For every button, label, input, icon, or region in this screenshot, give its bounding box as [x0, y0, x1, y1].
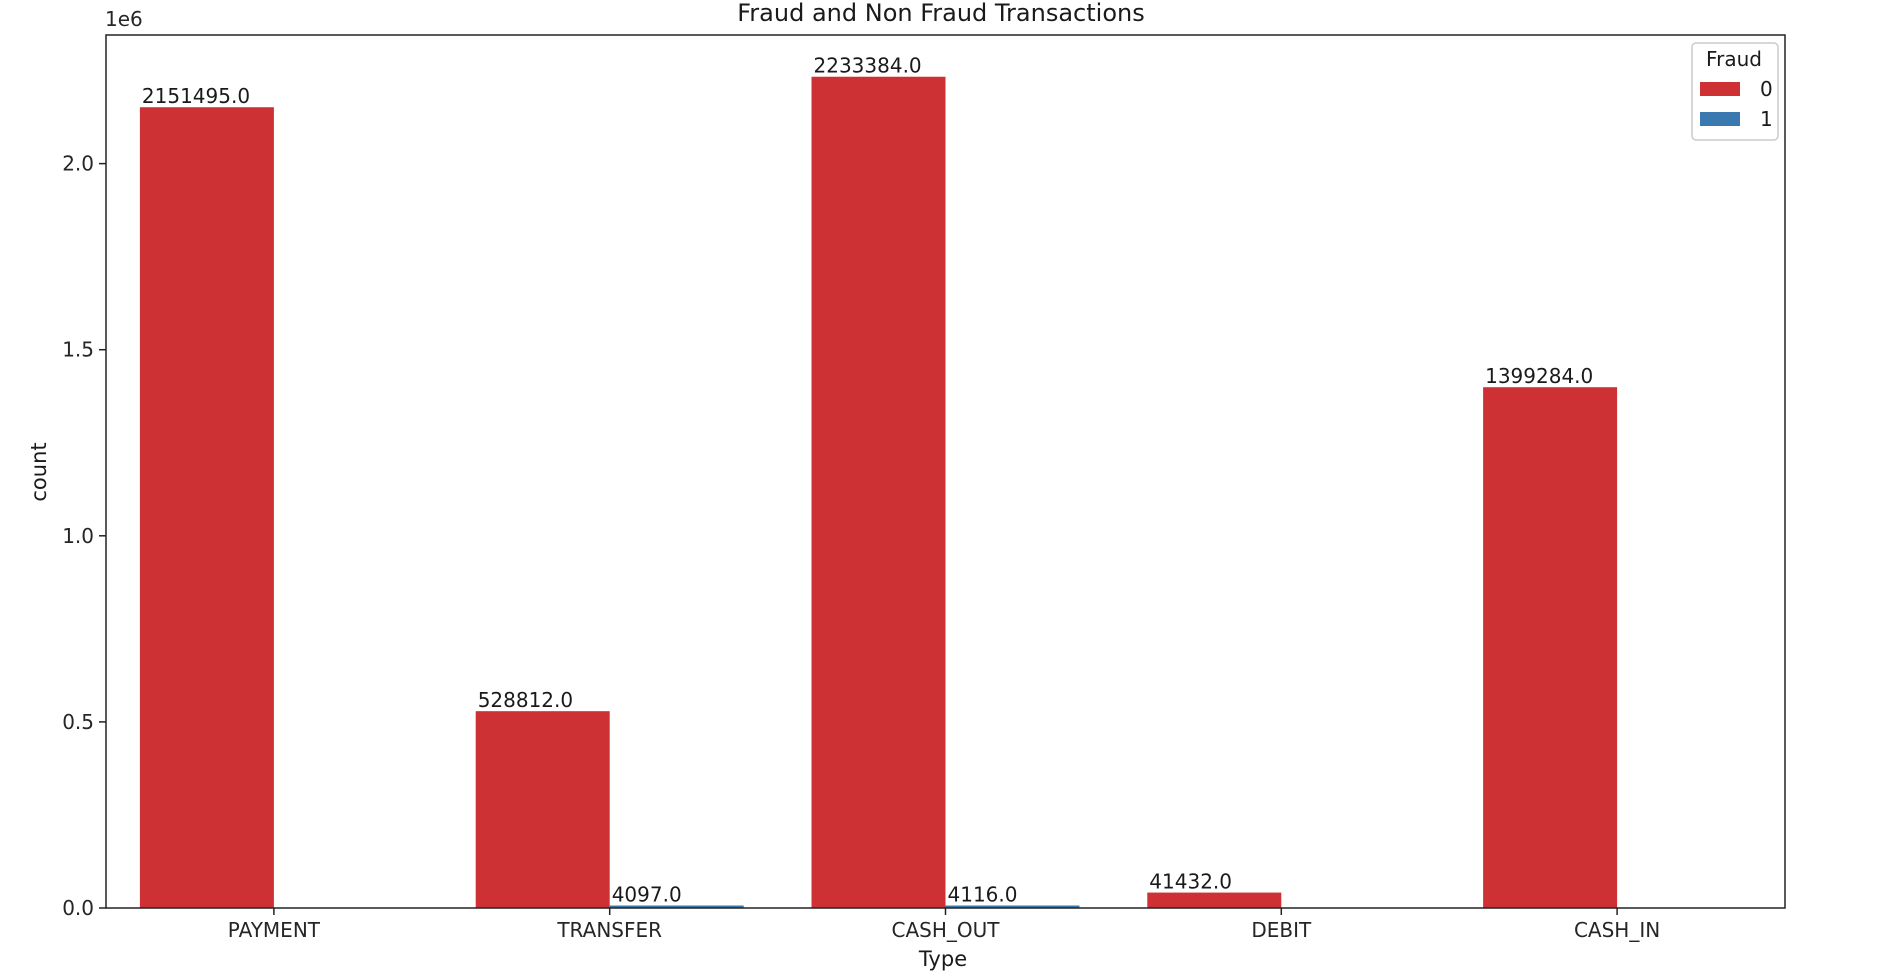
- x-tick-label: TRANSFER: [556, 918, 662, 942]
- bar-labels-group: 2151495.0 528812.0 4097.0 2233384.0 4116.0 41…: [142, 54, 1593, 907]
- y-tick-label: 0.0: [62, 896, 94, 920]
- x-tick-label: CASH_OUT: [892, 918, 1001, 942]
- bar-value-label: 4116.0: [948, 883, 1018, 907]
- legend-swatch-1: [1700, 112, 1740, 126]
- legend-label-1: 1: [1760, 107, 1773, 131]
- bar-value-label: 2233384.0: [814, 54, 922, 78]
- bar-value-label: 41432.0: [1149, 870, 1232, 894]
- bar-value-label: 1399284.0: [1485, 364, 1593, 388]
- legend-swatch-0: [1700, 82, 1740, 96]
- bar-fraud-0-transfer: [475, 711, 610, 908]
- bar-value-label: 4097.0: [612, 883, 682, 907]
- y-tick-label: 2.0: [62, 152, 94, 176]
- bar-value-label: 2151495.0: [142, 84, 250, 108]
- bar-fraud-1-transfer: [609, 905, 744, 908]
- y-axis-ticks: 0.0 0.5 1.0 1.5 2.0: [62, 152, 106, 920]
- legend: Fraud 01: [1691, 42, 1779, 141]
- bar-fraud-0-cash_out: [811, 76, 946, 908]
- bar-fraud-0-cash_in: [1483, 387, 1618, 909]
- y-axis-offset-label: 1e6: [105, 7, 143, 31]
- y-tick-label: 1.0: [62, 524, 94, 548]
- bar-fraud-0-payment: [139, 107, 274, 908]
- x-tick-label: CASH_IN: [1574, 918, 1660, 942]
- bars-group: [139, 76, 1618, 909]
- bar-fraud-1-cash_out: [945, 905, 1080, 908]
- legend-title: Fraud: [1706, 47, 1762, 71]
- x-axis-label: Type: [918, 947, 967, 971]
- chart-title: Fraud and Non Fraud Transactions: [737, 0, 1144, 27]
- y-tick-label: 0.5: [62, 710, 94, 734]
- plot-frame: [105, 34, 1786, 909]
- bar-value-label: 528812.0: [478, 688, 573, 712]
- x-tick-label: DEBIT: [1251, 918, 1312, 942]
- bar-fraud-0-debit: [1147, 892, 1282, 908]
- x-axis-ticks: PAYMENT TRANSFER CASH_OUT DEBIT CASH_IN: [228, 908, 1660, 942]
- y-axis-label: count: [27, 442, 51, 501]
- x-tick-label: PAYMENT: [228, 918, 321, 942]
- legend-items: 01: [1700, 77, 1773, 131]
- legend-label-0: 0: [1760, 77, 1773, 101]
- y-tick-label: 1.5: [62, 338, 94, 362]
